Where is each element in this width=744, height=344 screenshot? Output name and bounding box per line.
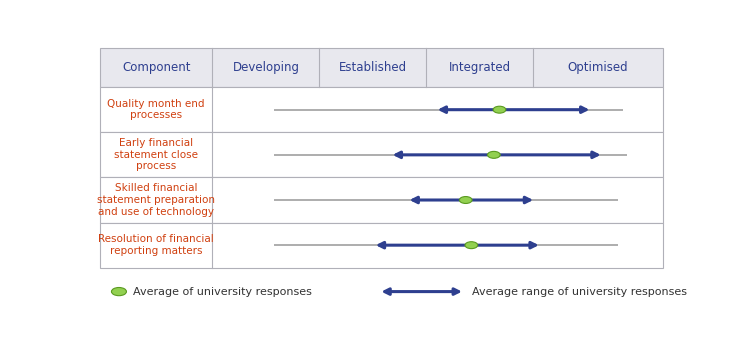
Ellipse shape (493, 106, 506, 113)
Bar (100, 178, 663, 223)
Text: Resolution of financial
reporting matters: Resolution of financial reporting matter… (98, 234, 214, 256)
Text: Developing: Developing (232, 61, 299, 74)
Text: Integrated: Integrated (449, 61, 511, 74)
Bar (100, 223, 663, 268)
Text: Optimised: Optimised (568, 61, 628, 74)
Ellipse shape (465, 242, 478, 249)
Text: Skilled financial
statement preparation
and use of technology: Skilled financial statement preparation … (97, 183, 215, 217)
Text: Average of university responses: Average of university responses (133, 287, 312, 297)
Text: Quality month end
processes: Quality month end processes (107, 99, 205, 120)
Text: Component: Component (122, 61, 190, 74)
Text: Early financial
statement close
process: Early financial statement close process (114, 138, 198, 171)
Ellipse shape (459, 196, 472, 203)
Ellipse shape (487, 151, 500, 158)
Bar (100, 132, 663, 178)
Text: Average range of university responses: Average range of university responses (472, 287, 687, 297)
Bar (100, 48, 663, 87)
Text: Established: Established (339, 61, 407, 74)
Bar (100, 87, 663, 132)
Ellipse shape (112, 288, 126, 296)
